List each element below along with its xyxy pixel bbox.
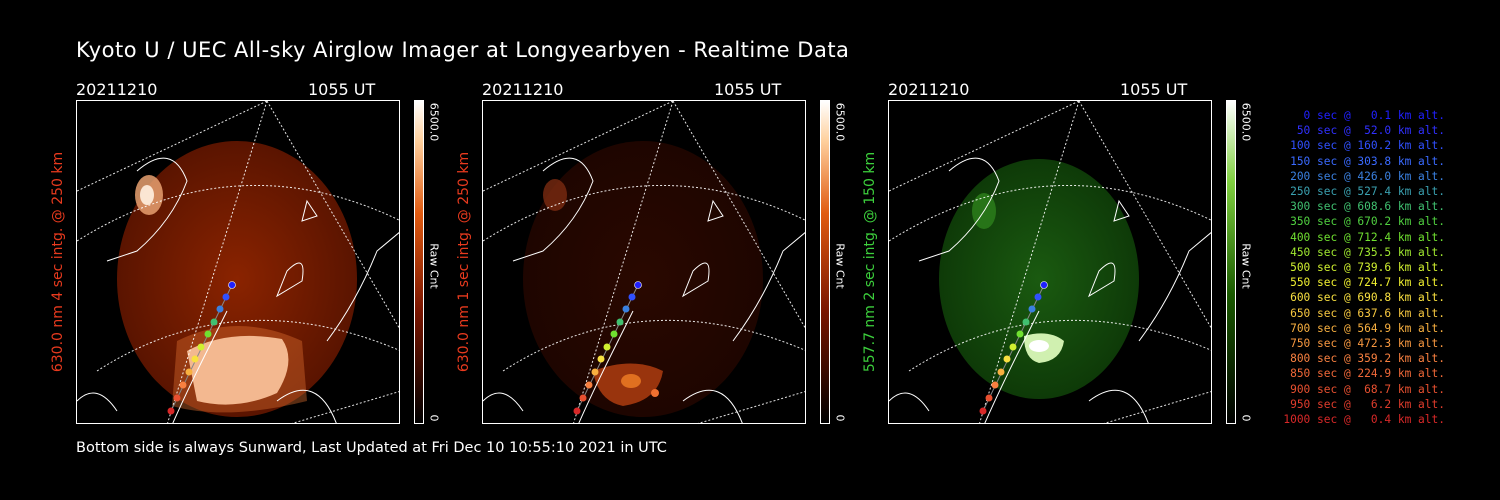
legend-entry: 850 sec @ 224.9 km alt. xyxy=(1290,367,1445,381)
legend-entry: 150 sec @ 303.8 km alt. xyxy=(1290,154,1445,168)
legend-entry: 350 sec @ 670.2 km alt. xyxy=(1290,215,1445,229)
legend-entry: 200 sec @ 426.0 km alt. xyxy=(1290,169,1445,183)
panel-time: 1055 UT xyxy=(308,80,376,99)
panel-date: 20211210 xyxy=(888,80,970,99)
legend-entry: 0 sec @ 0.1 km alt. xyxy=(1303,109,1445,122)
trajectory-dots xyxy=(979,281,1048,415)
allsky-image xyxy=(888,100,1212,424)
legend-entry: 50 sec @ 52.0 km alt. xyxy=(1296,124,1445,138)
panel-date: 20211210 xyxy=(76,80,158,99)
legend-entry: 450 sec @ 735.5 km alt. xyxy=(1290,245,1445,259)
trajectory-dots xyxy=(573,281,642,415)
aurora-glow-south xyxy=(172,326,307,413)
colorbar-unit: Raw Cnt xyxy=(427,243,441,289)
legend-entry: 100 sec @ 160.2 km alt. xyxy=(1290,139,1445,153)
panel-side-label: 630.0 nm 1 sec intg. @ 250 km xyxy=(456,151,472,373)
colorbar-zero: 0 xyxy=(1239,414,1253,422)
legend-entry: 600 sec @ 690.8 km alt. xyxy=(1290,291,1445,305)
trajectory-legend: 0 sec @ 0.1 km alt. 50 sec @ 52.0 km alt… xyxy=(1255,108,1445,427)
sky-disk xyxy=(523,141,763,417)
sky-disk xyxy=(117,141,357,417)
aurora-patch-south xyxy=(187,335,289,405)
colorbar xyxy=(820,100,830,424)
panel-side-label: 630.0 nm 4 sec intg. @ 250 km xyxy=(50,151,66,373)
panel-time: 1055 UT xyxy=(714,80,782,99)
panel-side-label: 557.7 nm 2 sec intg. @ 150 km xyxy=(862,151,878,373)
colorbar-max: 6500.0 xyxy=(427,102,441,142)
colorbar-zero: 0 xyxy=(833,414,847,422)
colorbar xyxy=(1226,100,1236,424)
legend-entry: 950 sec @ 6.2 km alt. xyxy=(1290,397,1445,411)
trajectory-dots xyxy=(167,281,236,415)
colorbar xyxy=(414,100,424,424)
legend-entry: 650 sec @ 637.6 km alt. xyxy=(1290,306,1445,320)
legend-entry: 300 sec @ 608.6 km alt. xyxy=(1290,200,1445,214)
panel-557nm-2sec: 20211210 1055 UT 557.7 nm 2 sec intg. @ … xyxy=(862,76,1298,436)
panel-630nm-4sec: 20211210 1055 UT 630.0 nm 4 sec intg. @ … xyxy=(50,76,486,436)
aurora-core-north xyxy=(140,185,154,205)
page-title: Kyoto U / UEC All-sky Airglow Imager at … xyxy=(76,38,850,62)
aurora-patch-north xyxy=(543,179,567,211)
colorbar-unit: Raw Cnt xyxy=(833,243,847,289)
aurora-core-south xyxy=(1029,340,1049,352)
legend-entry: 1000 sec @ 0.4 km alt. xyxy=(1283,413,1445,427)
legend-entry: 700 sec @ 564.9 km alt. xyxy=(1290,321,1445,335)
panel-time: 1055 UT xyxy=(1120,80,1188,99)
legend-entry: 900 sec @ 68.7 km alt. xyxy=(1290,382,1445,396)
colorbar-unit: Raw Cnt xyxy=(1239,243,1253,289)
aurora-core-south xyxy=(621,374,641,388)
colorbar-max: 6500.0 xyxy=(833,102,847,142)
panel-date: 20211210 xyxy=(482,80,564,99)
allsky-image xyxy=(76,100,400,424)
legend-entry: 800 sec @ 359.2 km alt. xyxy=(1290,352,1445,366)
colorbar-max: 6500.0 xyxy=(1239,102,1253,142)
allsky-image xyxy=(482,100,806,424)
legend-entry: 400 sec @ 712.4 km alt. xyxy=(1290,230,1445,244)
colorbar-zero: 0 xyxy=(427,414,441,422)
legend-entry: 500 sec @ 739.6 km alt. xyxy=(1290,261,1445,275)
legend-entry: 250 sec @ 527.4 km alt. xyxy=(1290,185,1445,199)
footer-note: Bottom side is always Sunward, Last Upda… xyxy=(76,440,667,456)
legend-entry: 750 sec @ 472.3 km alt. xyxy=(1290,337,1445,351)
legend-entry: 550 sec @ 724.7 km alt. xyxy=(1290,276,1445,290)
panel-630nm-1sec: 20211210 1055 UT 630.0 nm 1 sec intg. @ … xyxy=(456,76,892,436)
